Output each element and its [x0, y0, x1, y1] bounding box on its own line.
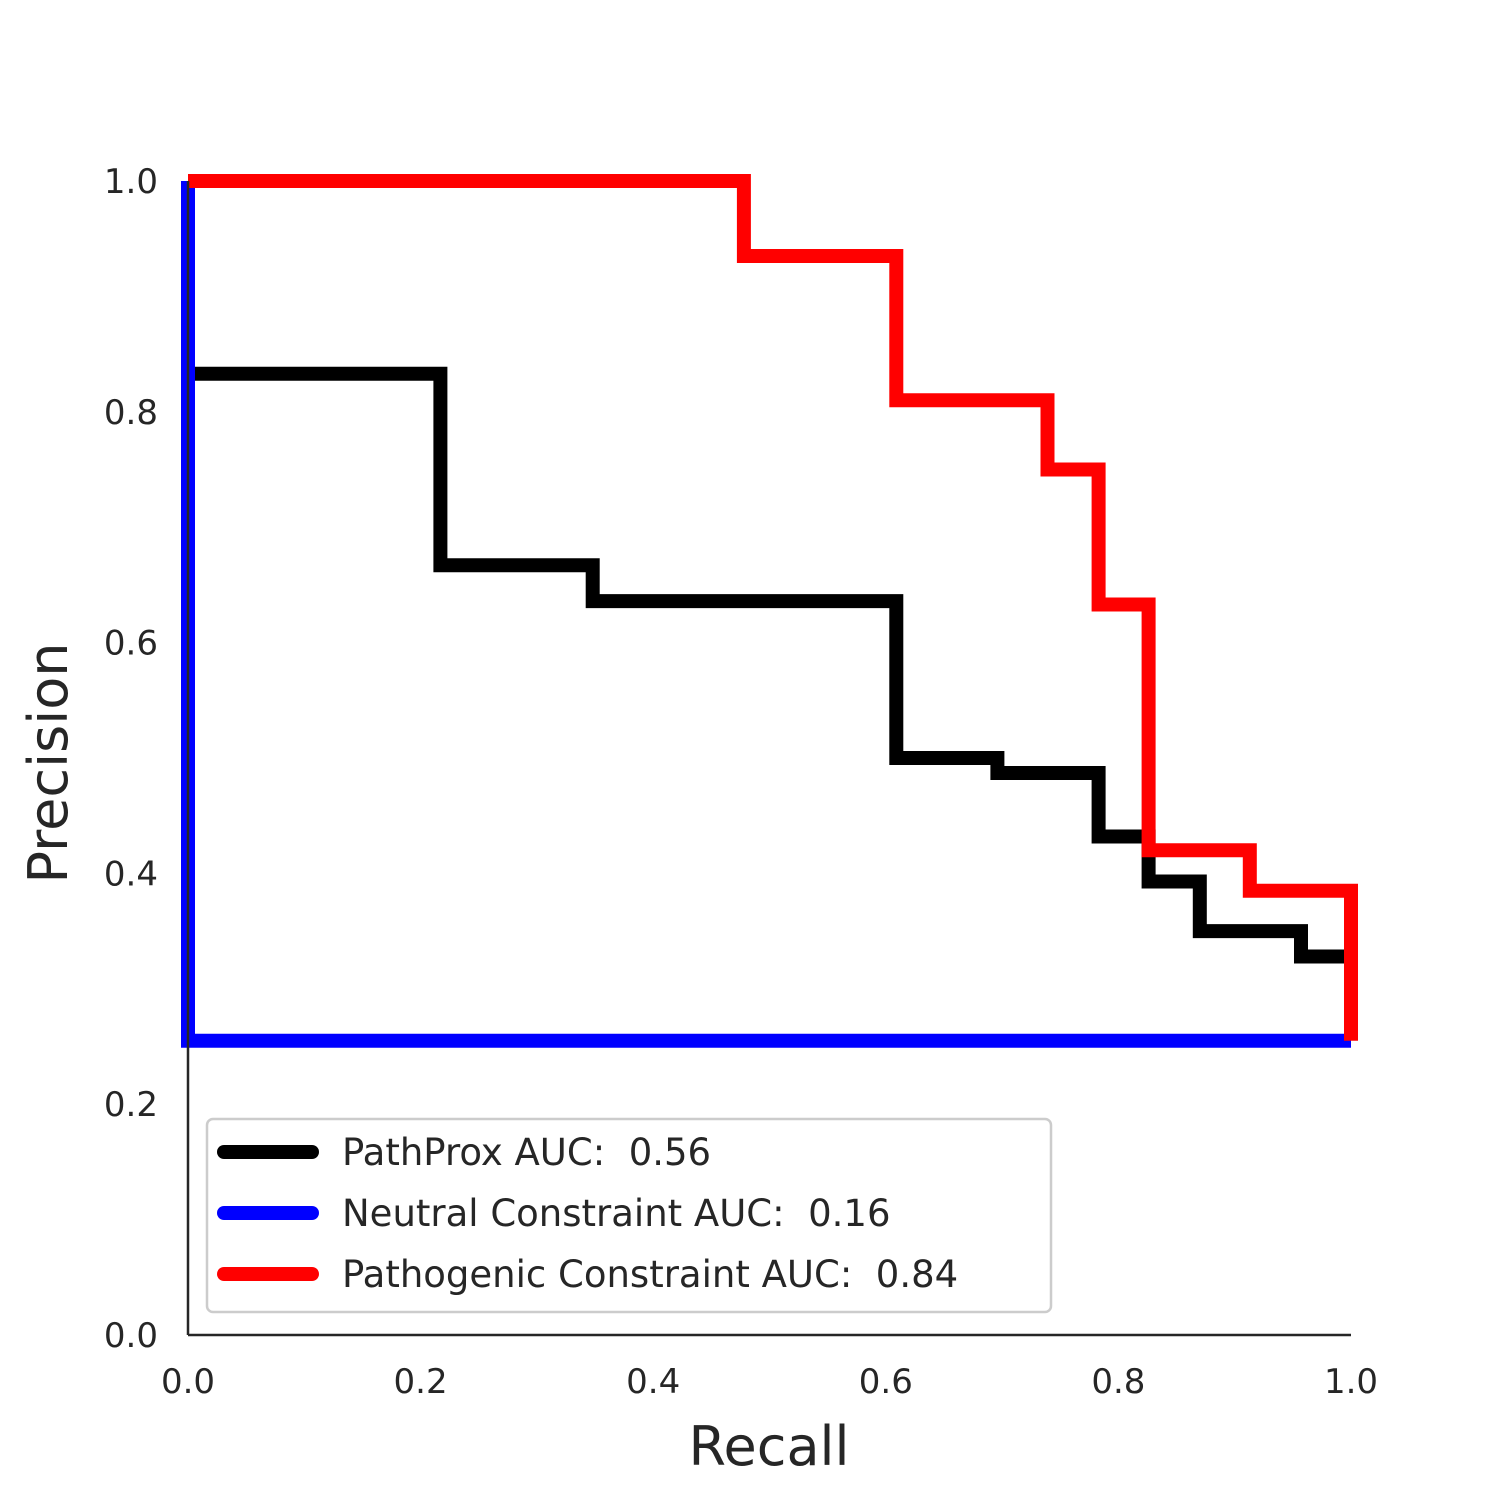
series-line-0 — [181, 366, 1351, 1047]
series-line-1 — [181, 181, 1351, 1048]
x-tick-label: 0.6 — [859, 1362, 913, 1402]
y-tick-labels: 0.0 0.2 0.4 0.6 0.8 1.0 — [104, 162, 158, 1356]
axes-layer — [186, 181, 1351, 1337]
legend-label-2: Pathogenic Constraint AUC: 0.84 — [342, 1253, 958, 1296]
x-tick-label: 0.2 — [394, 1362, 448, 1402]
legend-label-1: Neutral Constraint AUC: 0.16 — [342, 1192, 891, 1235]
y-tick-label: 0.8 — [104, 393, 158, 433]
x-tick-label: 1.0 — [1324, 1362, 1378, 1402]
y-tick-label: 0.4 — [104, 854, 158, 894]
x-tick-labels: 0.0 0.2 0.4 0.6 0.8 1.0 — [161, 1362, 1378, 1402]
y-tick-label: 0.0 — [104, 1316, 158, 1356]
y-tick-label: 0.6 — [104, 624, 158, 664]
y-tick-label: 0.2 — [104, 1085, 158, 1125]
x-tick-label: 0.4 — [626, 1362, 680, 1402]
y-axis-title: Precision — [17, 643, 80, 884]
x-tick-label: 0.0 — [161, 1362, 215, 1402]
x-axis-title: Recall — [688, 1415, 849, 1478]
legend: PathProx AUC: 0.56 Neutral Constraint AUC… — [205, 1117, 1053, 1314]
legend-label-0: PathProx AUC: 0.56 — [342, 1131, 711, 1174]
series-layer — [181, 174, 1358, 1048]
legend-box — [205, 1117, 1053, 1314]
series-line-2 — [188, 174, 1358, 1041]
x-tick-label: 0.8 — [1091, 1362, 1145, 1402]
y-tick-label: 1.0 — [104, 162, 158, 202]
